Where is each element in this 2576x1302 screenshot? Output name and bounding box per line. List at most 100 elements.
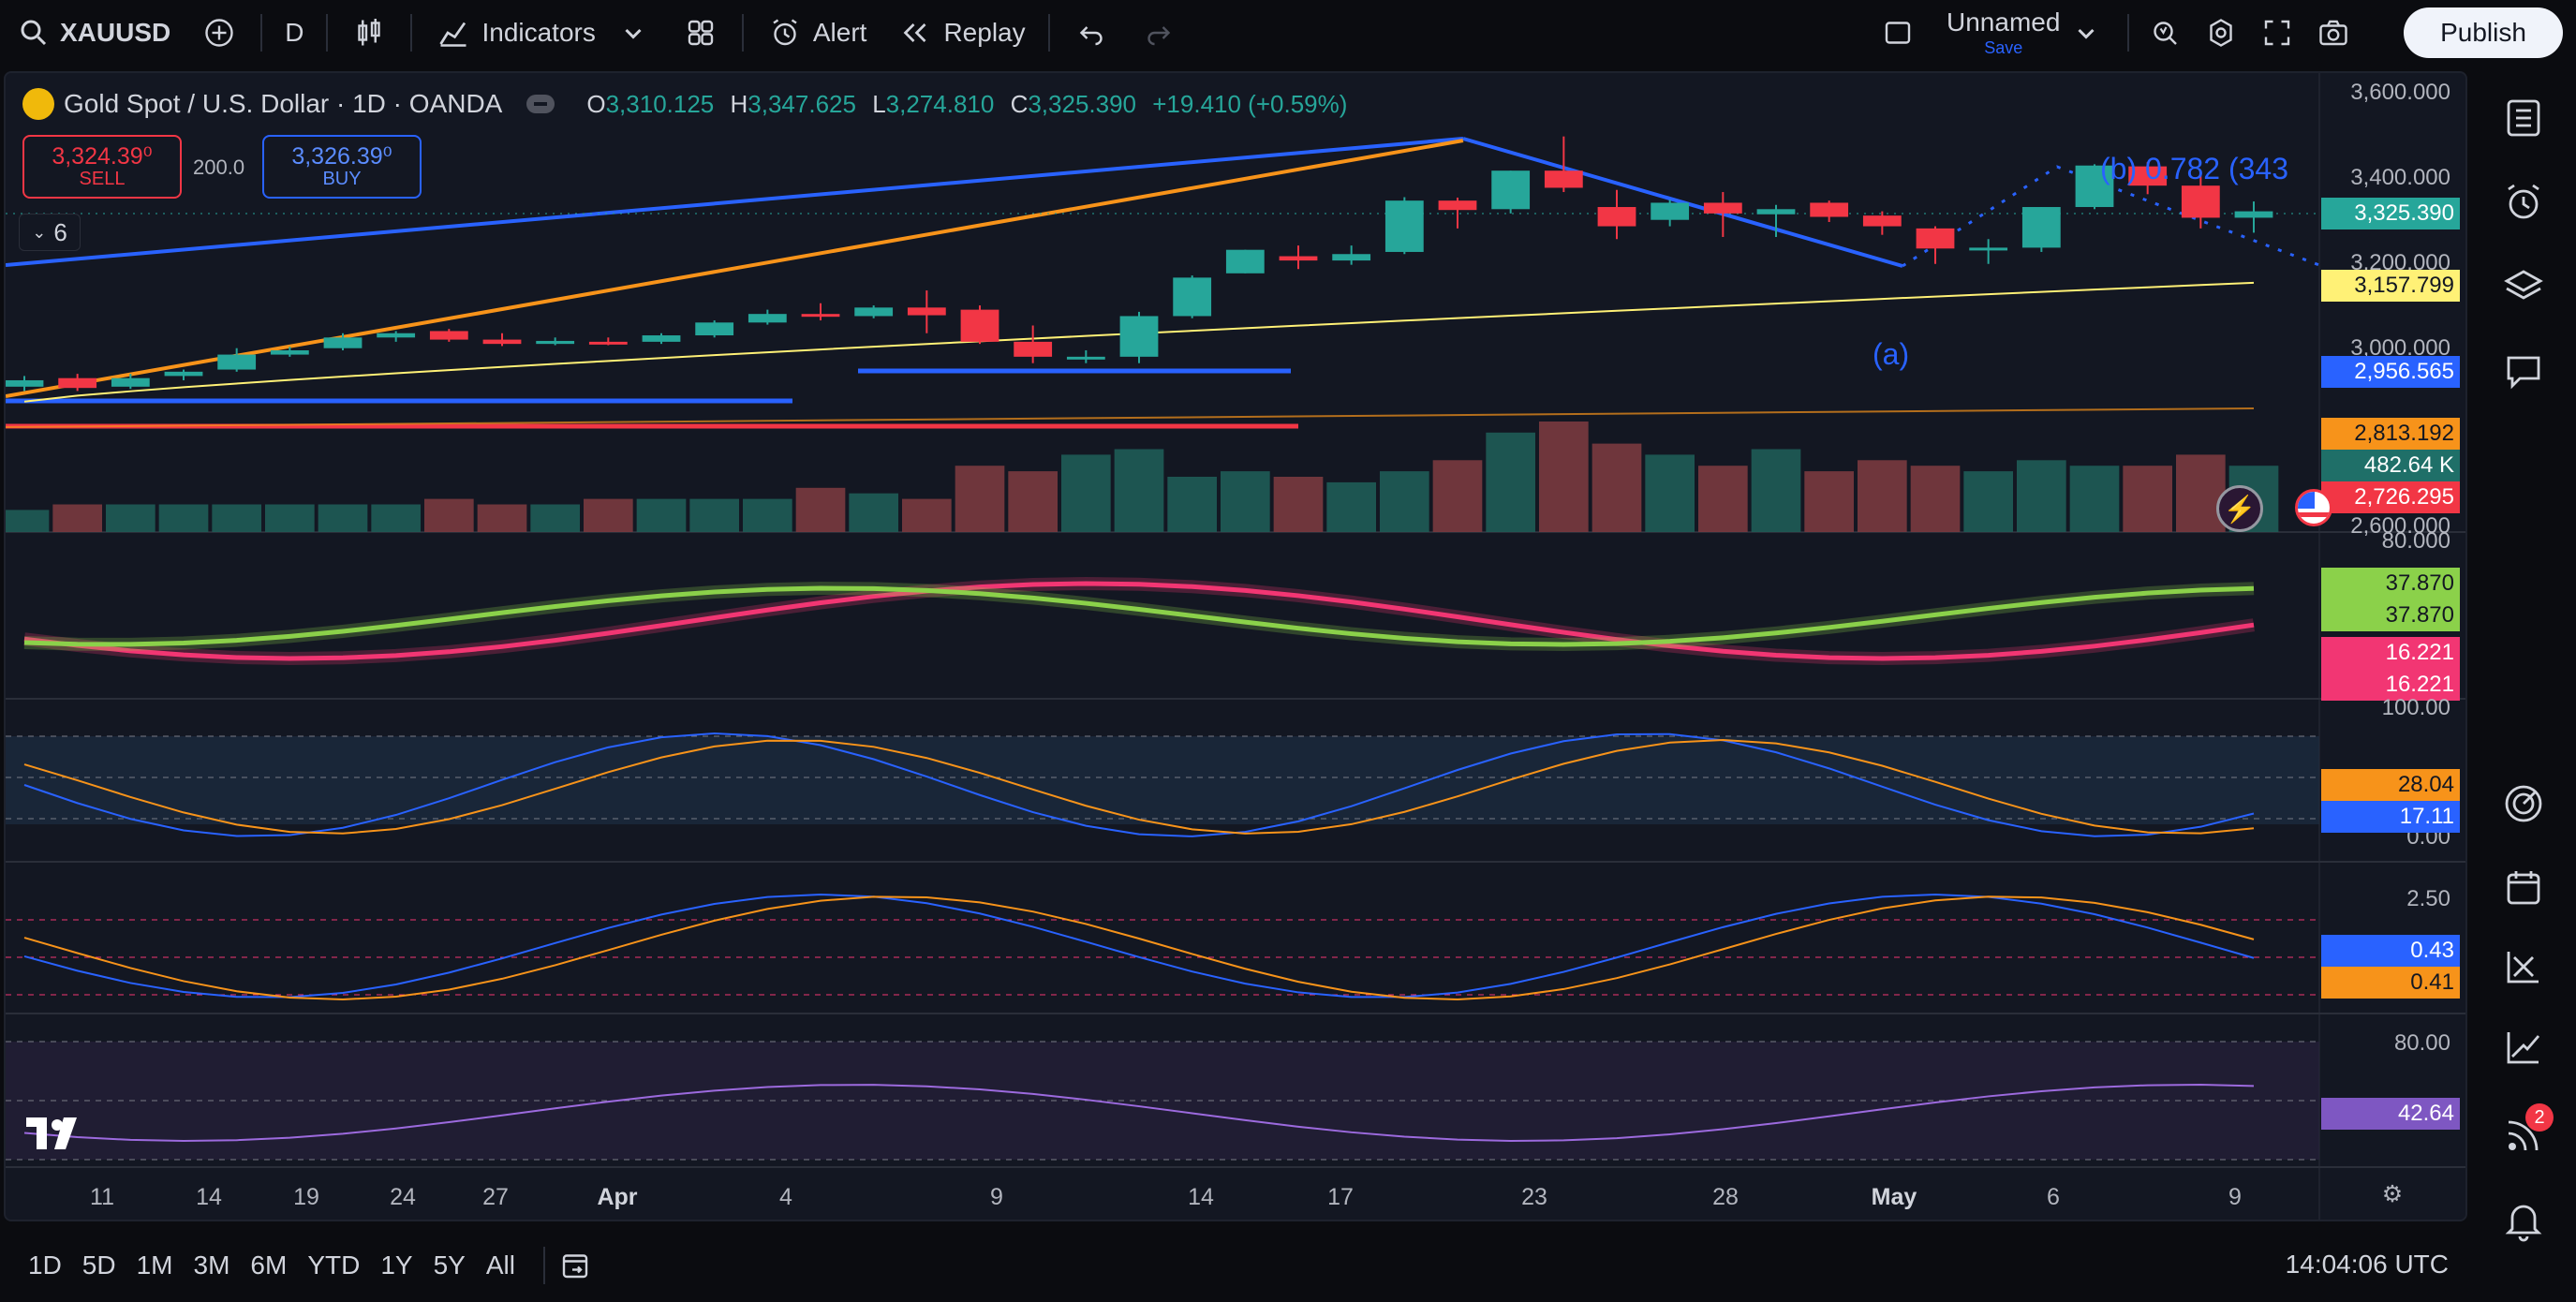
- redo-button[interactable]: [1125, 7, 1192, 59]
- candle-body: [1384, 200, 1424, 252]
- date-range-icon[interactable]: [556, 1247, 594, 1284]
- range-1d[interactable]: 1D: [28, 1250, 62, 1280]
- spread-value: 200.0: [193, 155, 245, 179]
- time-axis-settings-icon[interactable]: ⚙: [2381, 1181, 2404, 1207]
- chart-draw-icon[interactable]: [2499, 1023, 2548, 1072]
- buy-label: BUY: [322, 168, 362, 189]
- time-tick: May: [1871, 1184, 1917, 1210]
- volume-bar: [1539, 422, 1589, 532]
- quick-search-button[interactable]: [2137, 7, 2193, 59]
- macd-tag: 0.43: [2321, 935, 2460, 967]
- top-toolbar: XAUUSD D Indicators Alert: [0, 0, 2576, 66]
- bell-icon[interactable]: [2499, 1195, 2548, 1244]
- candle-body: [1173, 277, 1212, 317]
- range-5y[interactable]: 5Y: [433, 1250, 466, 1280]
- wave-line: [1462, 137, 1903, 268]
- volume-bar: [689, 498, 739, 532]
- camera-icon: [2315, 14, 2352, 52]
- high-key: H: [730, 89, 748, 118]
- divider: [542, 1247, 545, 1284]
- time-tick: 11: [90, 1184, 114, 1210]
- trend-arrows-icon[interactable]: [2499, 942, 2548, 991]
- candle-body: [1544, 170, 1583, 188]
- range-all[interactable]: All: [485, 1250, 515, 1280]
- time-tick: Apr: [597, 1184, 638, 1210]
- hide-icon[interactable]: [526, 95, 555, 113]
- macd-tick: 2.50: [2406, 886, 2450, 911]
- ma-tag: 3,157.799: [2321, 270, 2460, 302]
- volume-bar: [6, 510, 50, 532]
- target-icon[interactable]: [2499, 779, 2548, 828]
- candle-body: [2075, 165, 2114, 208]
- time-tick: 17: [1327, 1184, 1354, 1210]
- calendar-icon[interactable]: [2499, 864, 2548, 912]
- range-3m[interactable]: 3M: [193, 1250, 230, 1280]
- chat-icon[interactable]: [2499, 347, 2548, 395]
- range-ytd[interactable]: YTD: [307, 1250, 361, 1280]
- sell-label: SELL: [79, 168, 126, 189]
- chart-area[interactable]: Gold Spot / U.S. Dollar · 1D · OANDA O3,…: [4, 71, 2467, 1221]
- alerts-clock-icon[interactable]: [2499, 178, 2548, 227]
- candle-body: [1225, 249, 1265, 274]
- candle-body: [2021, 207, 2061, 248]
- sell-button[interactable]: 3,324.39⁰ SELL: [22, 135, 182, 199]
- chart-type-button[interactable]: [335, 7, 403, 59]
- fullscreen-button[interactable]: [2249, 7, 2305, 59]
- watchlist-icon[interactable]: [2499, 94, 2548, 142]
- instrument-title[interactable]: Gold Spot / U.S. Dollar · 1D · OANDA: [64, 89, 503, 118]
- candle-body: [907, 307, 946, 316]
- indicators-button[interactable]: Indicators: [420, 7, 666, 59]
- utc-clock[interactable]: 14:04:06 UTC: [2285, 1250, 2449, 1279]
- undo-button[interactable]: [1058, 7, 1125, 59]
- layout-name-button[interactable]: Unnamed Save: [1932, 7, 2120, 59]
- candle-body: [270, 350, 309, 355]
- feed-icon[interactable]: 2: [2499, 1103, 2554, 1160]
- indicators-collapse-button[interactable]: ⌄ 6: [19, 214, 81, 251]
- range-5d[interactable]: 5D: [81, 1250, 116, 1280]
- green-line-tag: 37.870: [2321, 599, 2460, 631]
- replay-button[interactable]: Replay: [881, 7, 1040, 59]
- stoch-d-line: [23, 739, 2255, 835]
- close-key: C: [1010, 89, 1029, 118]
- alert-button[interactable]: Alert: [751, 7, 882, 59]
- volume-bar: [106, 504, 155, 532]
- candle-body: [1332, 254, 1371, 261]
- layout-grid-button[interactable]: [667, 7, 734, 59]
- volume-bar: [2123, 466, 2172, 532]
- chart-canvas[interactable]: [6, 73, 2467, 1221]
- divider: [2127, 14, 2130, 52]
- bottom-toolbar: 1D 5D 1M 3M 6M YTD 1Y 5Y All 14:04:06 UT…: [0, 1229, 2467, 1302]
- time-tick: 9: [2228, 1184, 2242, 1210]
- lightning-icon[interactable]: ⚡: [2216, 485, 2263, 532]
- range-6m[interactable]: 6M: [250, 1250, 288, 1280]
- buy-button[interactable]: 3,326.39⁰ BUY: [262, 135, 422, 199]
- wave-b-label[interactable]: (b) 0.782 (343: [2100, 152, 2289, 185]
- candle-body: [1651, 202, 1690, 220]
- volume-bar: [1061, 454, 1111, 532]
- layers-icon[interactable]: [2499, 262, 2548, 311]
- symbol-search[interactable]: XAUUSD: [0, 7, 185, 59]
- price-tick: 2,600.000: [2350, 513, 2450, 539]
- candle-body: [2128, 166, 2168, 186]
- candle-body: [323, 337, 363, 348]
- volume-bar: [2017, 460, 2066, 532]
- compare-button[interactable]: [185, 7, 253, 59]
- interval-button[interactable]: D: [270, 7, 318, 59]
- us-flag-icon: [2295, 489, 2332, 526]
- candle-body: [482, 339, 522, 345]
- rewind-icon: [896, 14, 934, 52]
- time-tick: 24: [390, 1184, 416, 1210]
- alert-label: Alert: [812, 18, 867, 47]
- settings-button[interactable]: [2193, 7, 2249, 59]
- range-1m[interactable]: 1M: [136, 1250, 173, 1280]
- range-1y[interactable]: 1Y: [380, 1250, 413, 1280]
- volume-bar: [1698, 466, 1748, 532]
- wave-a-label[interactable]: (a): [1873, 337, 1910, 371]
- volume-bar: [1751, 449, 1801, 532]
- publish-button[interactable]: Publish: [2404, 7, 2563, 58]
- candle-body: [1491, 170, 1531, 210]
- candle-body: [2234, 211, 2273, 218]
- snapshot-button[interactable]: [2305, 7, 2361, 59]
- symbol-name: XAUUSD: [60, 18, 171, 47]
- layout-toggle-button[interactable]: [1864, 7, 1932, 59]
